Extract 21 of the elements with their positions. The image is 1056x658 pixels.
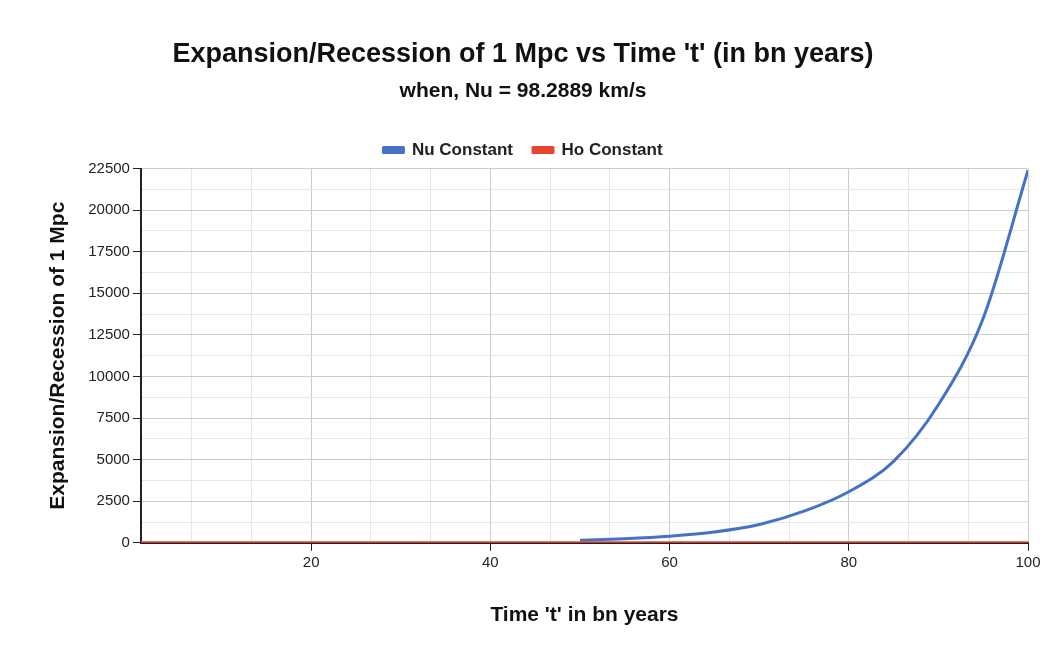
legend-label: Ho Constant: [561, 139, 663, 159]
y-tick-label: 17500: [88, 241, 130, 259]
y-tick-label: 2500: [96, 491, 130, 509]
y-tick-label: 10000: [88, 366, 130, 384]
y-tick-label: 22500: [88, 158, 130, 176]
chart-title: Expansion/Recession of 1 Mpc vs Time 't' (in bn years): [172, 37, 874, 68]
y-tick-label: 15000: [88, 283, 130, 301]
x-tick-label: 20: [302, 552, 320, 570]
x-tick-label: 60: [661, 552, 678, 570]
chart-subtitle: when, Nu = 98.2889 km/s: [398, 77, 647, 101]
x-tick-label: 80: [840, 552, 858, 570]
legend-label: Nu Constant: [411, 139, 514, 159]
y-tick-label: 0: [121, 532, 130, 550]
x-axis-title: Time 't' in bn years: [490, 602, 679, 626]
y-tick-label: 20000: [88, 200, 130, 218]
y-axis-title: Expansion/Recession of 1 Mpc: [45, 201, 69, 510]
y-tick-label: 12500: [88, 325, 130, 343]
y-tick-label: 5000: [96, 449, 130, 467]
x-tick-label: 40: [482, 552, 499, 570]
y-tick-label: 7500: [96, 408, 130, 426]
x-tick-label: 100: [1015, 552, 1041, 570]
